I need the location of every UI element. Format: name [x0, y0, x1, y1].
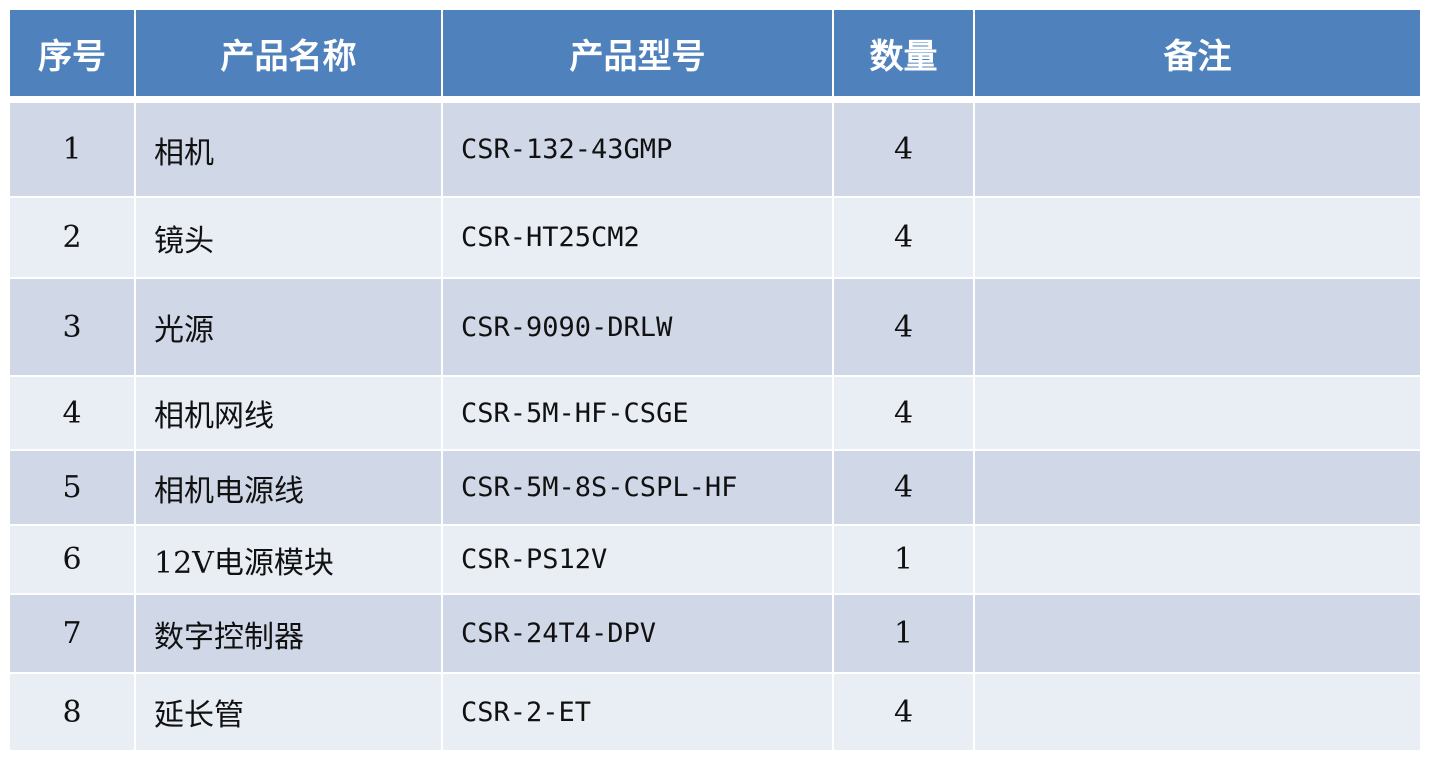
cell-note	[975, 674, 1420, 750]
cell-model: CSR-24T4-DPV	[443, 595, 832, 672]
cell-note	[975, 377, 1420, 449]
cell-model: CSR-5M-8S-CSPL-HF	[443, 451, 832, 524]
cell-qty: 4	[834, 103, 973, 196]
cell-name: 相机网线	[136, 377, 441, 449]
cell-note	[975, 526, 1420, 593]
cell-name: 12V电源模块	[136, 526, 441, 593]
cell-qty: 1	[834, 595, 973, 672]
cell-no: 6	[10, 526, 134, 593]
cell-name: 延长管	[136, 674, 441, 750]
cell-model: CSR-HT25CM2	[443, 198, 832, 277]
cell-qty: 4	[834, 198, 973, 277]
cell-note	[975, 595, 1420, 672]
header-note: 备注	[975, 10, 1420, 96]
cell-model: CSR-2-ET	[443, 674, 832, 750]
cell-name: 数字控制器	[136, 595, 441, 672]
cell-no: 2	[10, 198, 134, 277]
cell-no: 1	[10, 103, 134, 196]
header-no: 序号	[10, 10, 134, 96]
cell-note	[975, 198, 1420, 277]
cell-note	[975, 451, 1420, 524]
cell-note	[975, 279, 1420, 375]
cell-model: CSR-5M-HF-CSGE	[443, 377, 832, 449]
cell-qty: 4	[834, 279, 973, 375]
product-table: 序号 产品名称 产品型号 数量 备注 1 相机 CSR-132-43GMP 4 2 镜头 C…	[10, 10, 1420, 750]
cell-no: 4	[10, 377, 134, 449]
cell-no: 8	[10, 674, 134, 750]
cell-qty: 1	[834, 526, 973, 593]
cell-no: 7	[10, 595, 134, 672]
cell-model: CSR-132-43GMP	[443, 103, 832, 196]
header-name: 产品名称	[136, 10, 441, 96]
cell-model: CSR-9090-DRLW	[443, 279, 832, 375]
cell-qty: 4	[834, 377, 973, 449]
cell-no: 5	[10, 451, 134, 524]
cell-name: 镜头	[136, 198, 441, 277]
cell-no: 3	[10, 279, 134, 375]
cell-qty: 4	[834, 451, 973, 524]
cell-name: 光源	[136, 279, 441, 375]
header-model: 产品型号	[443, 10, 832, 96]
cell-name: 相机	[136, 103, 441, 196]
cell-qty: 4	[834, 674, 973, 750]
cell-model: CSR-PS12V	[443, 526, 832, 593]
header-qty: 数量	[834, 10, 973, 96]
cell-name: 相机电源线	[136, 451, 441, 524]
cell-note	[975, 103, 1420, 196]
